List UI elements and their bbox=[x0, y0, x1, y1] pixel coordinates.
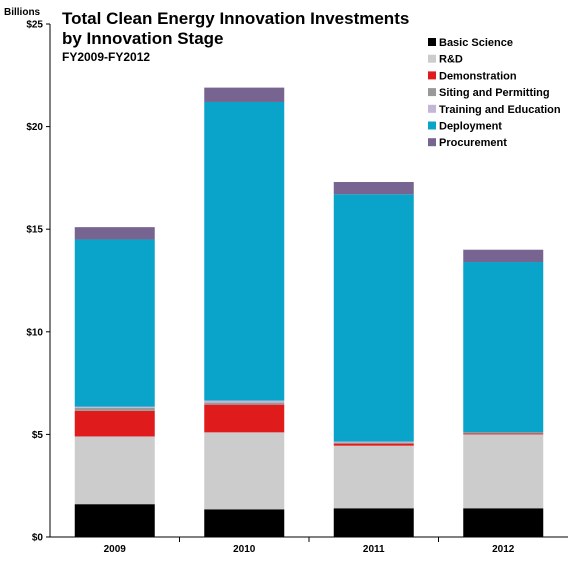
bar-segment-r-d bbox=[333, 445, 414, 509]
bar-segment-siting-and-permitting bbox=[74, 407, 155, 411]
bar-segment-deployment bbox=[204, 101, 285, 401]
bar-segment-r-d bbox=[204, 432, 285, 510]
x-tick-label: 2009 bbox=[104, 544, 127, 555]
legend-swatch bbox=[428, 71, 436, 80]
bar-segment-deployment bbox=[74, 239, 155, 407]
y-tick-label: $25 bbox=[26, 20, 43, 31]
bar-segment-training-and-education bbox=[204, 400, 285, 403]
bar-segment-demonstration bbox=[204, 404, 285, 433]
legend-swatch bbox=[428, 104, 436, 113]
legend-swatch bbox=[428, 138, 436, 147]
bar-segment-demonstration bbox=[333, 443, 414, 446]
y-tick-label: $0 bbox=[32, 533, 44, 544]
plot-area: $0 $5 $10 $15 $20 $25 2009 2010 2011 2012 bbox=[26, 20, 568, 555]
bar-segment-training-and-education bbox=[74, 406, 155, 408]
legend-label: Training and Education bbox=[439, 104, 561, 116]
chart-title-line-2: by Innovation Stage bbox=[62, 29, 224, 48]
bar-segment-demonstration bbox=[463, 433, 544, 435]
legend-swatch bbox=[428, 54, 436, 63]
legend-swatch bbox=[428, 38, 436, 46]
legend-label: Siting and Permitting bbox=[439, 87, 550, 99]
bar-segment-procurement bbox=[204, 87, 285, 102]
bar-segment-procurement bbox=[333, 182, 414, 195]
legend-swatch bbox=[428, 121, 436, 130]
y-tick-label: $15 bbox=[26, 225, 43, 236]
legend-label: Basic Science bbox=[439, 37, 513, 49]
y-axis-unit-label: Billions bbox=[4, 7, 41, 18]
bar-segment-basic-science bbox=[74, 504, 155, 537]
legend-label: Demonstration bbox=[439, 70, 517, 82]
x-tick-label: 2011 bbox=[363, 544, 385, 555]
bar-segment-demonstration bbox=[74, 410, 155, 437]
bar-segment-siting-and-permitting bbox=[204, 402, 285, 405]
bar-segment-deployment bbox=[463, 262, 544, 433]
bar-segment-procurement bbox=[463, 249, 544, 263]
y-tick-label: $5 bbox=[32, 430, 44, 441]
legend: Basic Science R&D Demonstration Siting and … bbox=[428, 37, 561, 149]
bar-segment-r-d bbox=[74, 436, 155, 505]
x-tick-label: 2012 bbox=[492, 544, 515, 555]
bar-segment-basic-science bbox=[463, 508, 544, 537]
bar-segment-siting-and-permitting bbox=[333, 442, 414, 444]
chart-subtitle: FY2009-FY2012 bbox=[62, 50, 150, 64]
bar-segment-r-d bbox=[463, 434, 544, 509]
bar-segment-training-and-education bbox=[333, 441, 414, 443]
y-tick-label: $10 bbox=[26, 327, 43, 338]
x-tick-label: 2010 bbox=[233, 544, 256, 555]
bar-segment-basic-science bbox=[333, 508, 414, 537]
bar-segment-basic-science bbox=[204, 509, 285, 537]
chart-title-line-1: Total Clean Energy Innovation Investment… bbox=[62, 9, 409, 28]
bar-segment-deployment bbox=[333, 194, 414, 442]
bar-segment-procurement bbox=[74, 227, 155, 240]
legend-label: Procurement bbox=[439, 137, 507, 149]
bar-segment-siting-and-permitting bbox=[463, 432, 544, 434]
legend-swatch bbox=[428, 88, 436, 97]
y-tick-label: $20 bbox=[26, 122, 43, 133]
legend-label: Deployment bbox=[439, 121, 502, 133]
legend-label: R&D bbox=[439, 54, 463, 66]
